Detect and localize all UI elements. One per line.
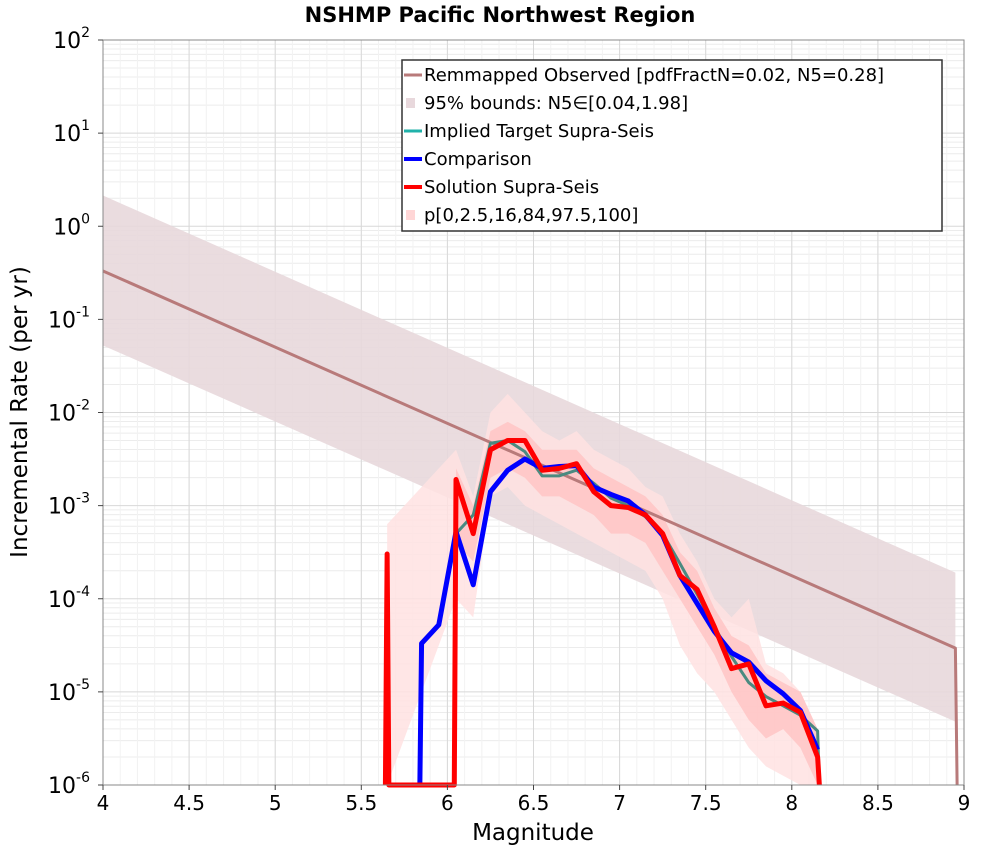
x-tick-label: 7 xyxy=(613,791,626,815)
x-tick-label: 7.5 xyxy=(690,791,722,815)
x-tick-label: 9 xyxy=(958,791,971,815)
legend-label: p[0,2.5,16,84,97.5,100] xyxy=(424,205,638,226)
y-tick-label: 10-4 xyxy=(48,584,90,613)
y-axis: 102 101 100 10-1 10-2 10-3 10-4 10-5 10-6 xyxy=(48,25,103,799)
y-tick-label: 10-2 xyxy=(48,398,90,427)
y-tick-label: 10-3 xyxy=(48,491,90,520)
y-tick-label: 101 xyxy=(53,118,90,147)
legend-label: Implied Target Supra-Seis xyxy=(424,121,654,142)
chart-title: NSHMP Pacific Northwest Region xyxy=(305,3,696,27)
x-tick-label: 8 xyxy=(785,791,798,815)
x-tick-label: 8.5 xyxy=(862,791,894,815)
band-2 xyxy=(456,421,818,785)
y-tick-label: 100 xyxy=(53,211,90,240)
x-tick-label: 6 xyxy=(441,791,454,815)
x-tick-label: 4.5 xyxy=(173,791,205,815)
legend-swatch xyxy=(406,210,415,220)
legend-label: Comparison xyxy=(424,149,532,170)
y-tick-label: 10-1 xyxy=(48,304,90,333)
series-line-0 xyxy=(102,269,959,786)
y-tick-label: 10-5 xyxy=(48,677,90,706)
legend-box xyxy=(401,59,943,232)
y-tick-label: 10-6 xyxy=(48,770,90,799)
series-line-3 xyxy=(382,437,822,788)
x-tick-label: 4 xyxy=(97,791,110,815)
x-tick-label: 5 xyxy=(269,791,282,815)
legend-label: Remmapped Observed [pdfFractN=0.02, N5=0… xyxy=(424,65,884,86)
legend-label: Solution Supra-Seis xyxy=(424,177,599,198)
data-series xyxy=(102,269,959,788)
x-axis-title: Magnitude xyxy=(472,820,594,846)
legend: Remmapped Observed [pdfFractN=0.02, N5=0… xyxy=(401,59,943,232)
x-tick-label: 6.5 xyxy=(518,791,550,815)
x-axis: 4 4.5 5 5.5 6 6.5 7 7.5 8 8.5 9 xyxy=(97,785,971,815)
x-tick-label: 5.5 xyxy=(345,791,377,815)
legend-label: 95% bounds: N5∈[0.04,1.98] xyxy=(424,93,688,114)
band-1 xyxy=(387,393,818,785)
y-axis-title: Incremental Rate (per yr) xyxy=(7,266,33,558)
y-tick-label: 102 xyxy=(53,25,90,54)
legend-swatch xyxy=(406,98,415,108)
